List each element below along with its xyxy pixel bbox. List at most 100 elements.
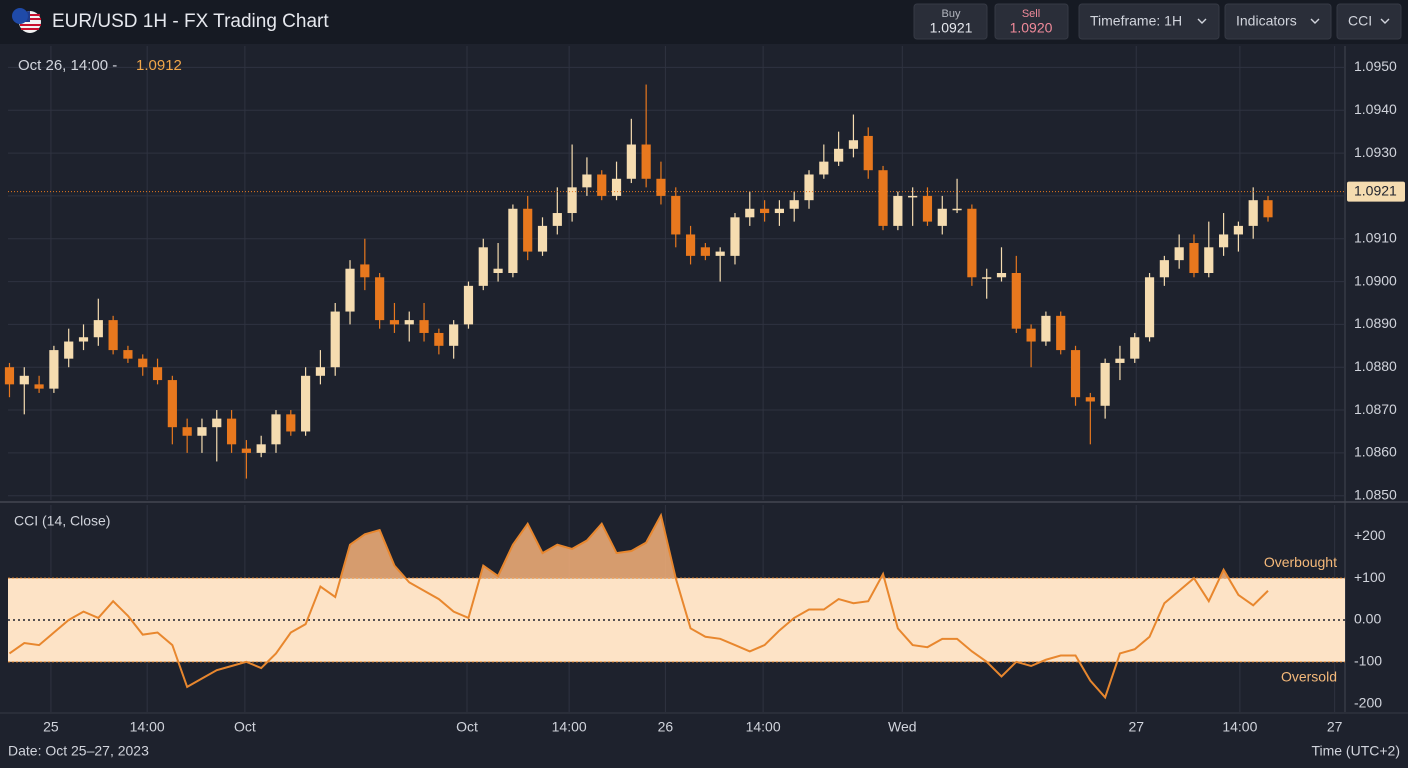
candle-body <box>967 208 977 278</box>
y-tick-label: 1.0850 <box>1354 486 1397 502</box>
indicators-label: Indicators <box>1236 13 1297 29</box>
y-tick-label: 1.0910 <box>1354 229 1397 245</box>
candle-body <box>434 332 444 346</box>
indicators-button[interactable] <box>1224 3 1332 40</box>
y-tick-label: +200 <box>1354 527 1386 543</box>
candle-body <box>893 195 903 226</box>
candle-body <box>1218 234 1229 248</box>
x-tick-label: Oct <box>234 719 256 735</box>
y-tick-label: 0.00 <box>1354 611 1381 627</box>
x-tick-label: Oct <box>456 719 478 735</box>
candle-body <box>952 208 962 211</box>
x-tick-label: 14:00 <box>746 719 781 735</box>
candle-body <box>834 148 844 162</box>
candle-body <box>182 427 192 436</box>
overbought-area <box>340 515 1229 579</box>
candle-body <box>226 418 237 445</box>
candle-body <box>108 320 118 351</box>
candle-body <box>641 144 651 179</box>
y-tick-label: 1.0890 <box>1354 315 1397 331</box>
candle-body <box>908 195 918 198</box>
overbought-label: Overbought <box>1264 554 1337 570</box>
candle-body <box>345 268 355 312</box>
candle-body <box>508 208 518 273</box>
candle-body <box>49 350 59 389</box>
candle-body <box>567 187 577 214</box>
timeframe-label: Timeframe: 1H <box>1090 13 1182 29</box>
candle-body <box>478 247 488 286</box>
candle-body <box>419 320 429 333</box>
candle-body <box>1056 315 1066 351</box>
y-tick-label: 1.0950 <box>1354 58 1397 74</box>
sell-label: Sell <box>1022 8 1040 20</box>
last-price-label: 1.0921 <box>1354 182 1397 198</box>
candle-body <box>730 217 740 256</box>
candle-body <box>523 208 533 252</box>
sell-price: 1.0920 <box>1010 20 1053 36</box>
candle-body <box>878 170 888 226</box>
candle-body <box>78 337 89 342</box>
candle-body <box>626 144 636 179</box>
candle-body <box>1159 260 1169 278</box>
candle-body <box>241 448 251 453</box>
candle-body <box>1085 397 1095 402</box>
y-tick-label: 1.0900 <box>1354 272 1397 288</box>
candle-body <box>19 375 29 385</box>
candle-body <box>1263 200 1273 218</box>
candle-body <box>34 384 44 389</box>
candle-body <box>389 320 400 325</box>
candle-body <box>404 320 414 325</box>
last-price-box <box>1347 181 1405 202</box>
cci-title: CCI (14, Close) <box>14 513 110 529</box>
candle-body <box>774 208 784 214</box>
x-tick-label: 27 <box>1327 719 1343 735</box>
candle-body <box>552 213 562 226</box>
oversold-label: Oversold <box>1281 669 1337 685</box>
chevron <box>1310 18 1320 24</box>
candle-body <box>685 234 696 256</box>
candle-body <box>745 208 755 218</box>
candle-body <box>611 178 622 196</box>
x-tick-label: Wed <box>888 719 917 735</box>
candle-body <box>315 367 326 376</box>
candle-body <box>863 135 873 171</box>
cci-line <box>8 512 1269 700</box>
y-tick-label: 1.0930 <box>1354 144 1397 160</box>
x-tick-label: 14:00 <box>130 719 165 735</box>
timezone: Time (UTC+2) <box>1311 743 1400 759</box>
candle-body <box>1144 277 1155 338</box>
sell-button[interactable] <box>994 3 1069 40</box>
candle-body <box>64 341 74 359</box>
cci-label: CCI <box>1348 13 1372 29</box>
candle-body <box>256 444 266 453</box>
candle-body <box>937 208 947 226</box>
candle-body <box>493 268 503 273</box>
candle-body <box>1204 247 1214 273</box>
x-tick-label: 25 <box>43 719 59 735</box>
candle-body <box>1041 315 1051 342</box>
candle-body <box>330 311 340 368</box>
candle-body <box>1174 247 1184 261</box>
candle-body <box>804 174 814 201</box>
candle-body <box>597 174 607 196</box>
candle-body <box>152 367 163 381</box>
buy-button[interactable] <box>913 3 988 40</box>
candle-body <box>360 264 370 278</box>
neutral-band <box>8 578 1345 662</box>
candle-body <box>671 195 681 235</box>
candle-body <box>789 200 799 209</box>
flag-icon <box>12 8 41 33</box>
candle-body <box>848 140 859 149</box>
timeframe-button[interactable] <box>1078 3 1220 40</box>
candle-body <box>1130 337 1140 359</box>
candle-body <box>123 350 133 359</box>
cci-button[interactable] <box>1336 3 1402 40</box>
y-tick-label: +100 <box>1354 569 1386 585</box>
candle-body <box>93 320 103 338</box>
candle-body <box>4 367 15 385</box>
candle-body <box>1026 328 1036 342</box>
candle-body <box>760 208 770 214</box>
plot-layer: 25 14:00 Oct Oct 14:00 26 14:00 Wed 27 14:00 27 1.0… <box>4 46 1405 735</box>
candle-body <box>656 178 666 196</box>
